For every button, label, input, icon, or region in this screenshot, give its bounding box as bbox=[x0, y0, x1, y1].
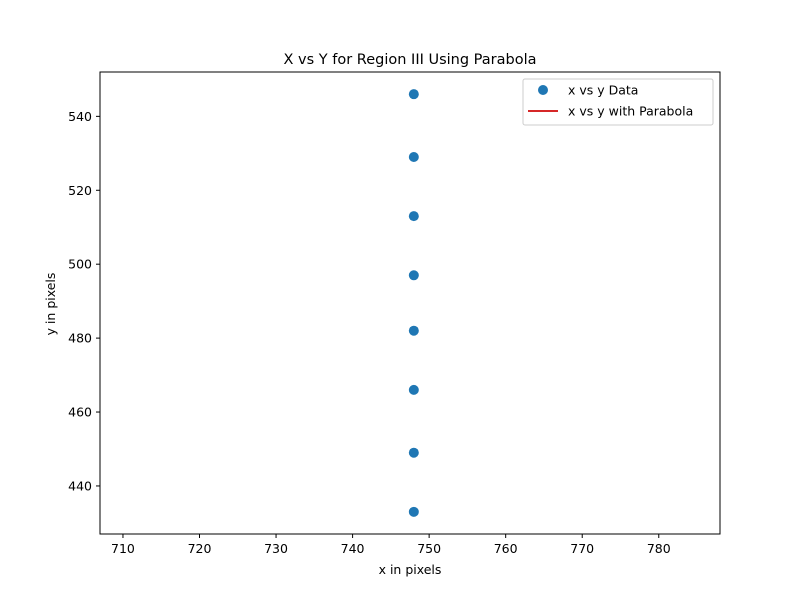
legend-label-line: x vs y with Parabola bbox=[568, 104, 693, 119]
axes-layer: 710 720 730 740 750 760 770 780 440 460 480 500 520 5… bbox=[68, 71, 721, 556]
data-points bbox=[408, 89, 419, 517]
data-point bbox=[408, 384, 419, 395]
legend-box bbox=[522, 78, 714, 126]
x-tick-label: 750 bbox=[417, 541, 441, 556]
data-point bbox=[408, 89, 419, 100]
legend: x vs y Data x vs y with Parabola bbox=[522, 78, 714, 126]
legend-marker-scatter bbox=[538, 85, 548, 95]
y-tick-label: 500 bbox=[68, 257, 92, 272]
x-axis-label: x in pixels bbox=[379, 562, 442, 577]
data-point bbox=[408, 152, 419, 163]
y-tick-label: 440 bbox=[68, 478, 92, 493]
x-tick-label: 740 bbox=[341, 541, 365, 556]
data-point bbox=[408, 270, 419, 281]
y-tick-label: 480 bbox=[68, 331, 92, 346]
x-tick-label: 730 bbox=[264, 541, 288, 556]
y-tick-label: 520 bbox=[68, 183, 92, 198]
x-tick-label: 710 bbox=[111, 541, 135, 556]
data-point bbox=[408, 447, 419, 458]
plot-frame bbox=[99, 71, 721, 535]
x-tick-label: 720 bbox=[188, 541, 212, 556]
data-point bbox=[408, 211, 419, 222]
y-tick-label: 540 bbox=[68, 109, 92, 124]
x-tick-label: 780 bbox=[647, 541, 671, 556]
x-tick-label: 760 bbox=[494, 541, 518, 556]
chart-title: X vs Y for Region III Using Parabola bbox=[284, 52, 537, 68]
y-axis-label: y in pixels bbox=[43, 273, 58, 336]
legend-label-scatter: x vs y Data bbox=[568, 83, 638, 98]
y-tick-label: 460 bbox=[68, 405, 92, 420]
data-point bbox=[408, 325, 419, 336]
x-tick-label: 770 bbox=[570, 541, 594, 556]
data-point bbox=[408, 506, 419, 517]
